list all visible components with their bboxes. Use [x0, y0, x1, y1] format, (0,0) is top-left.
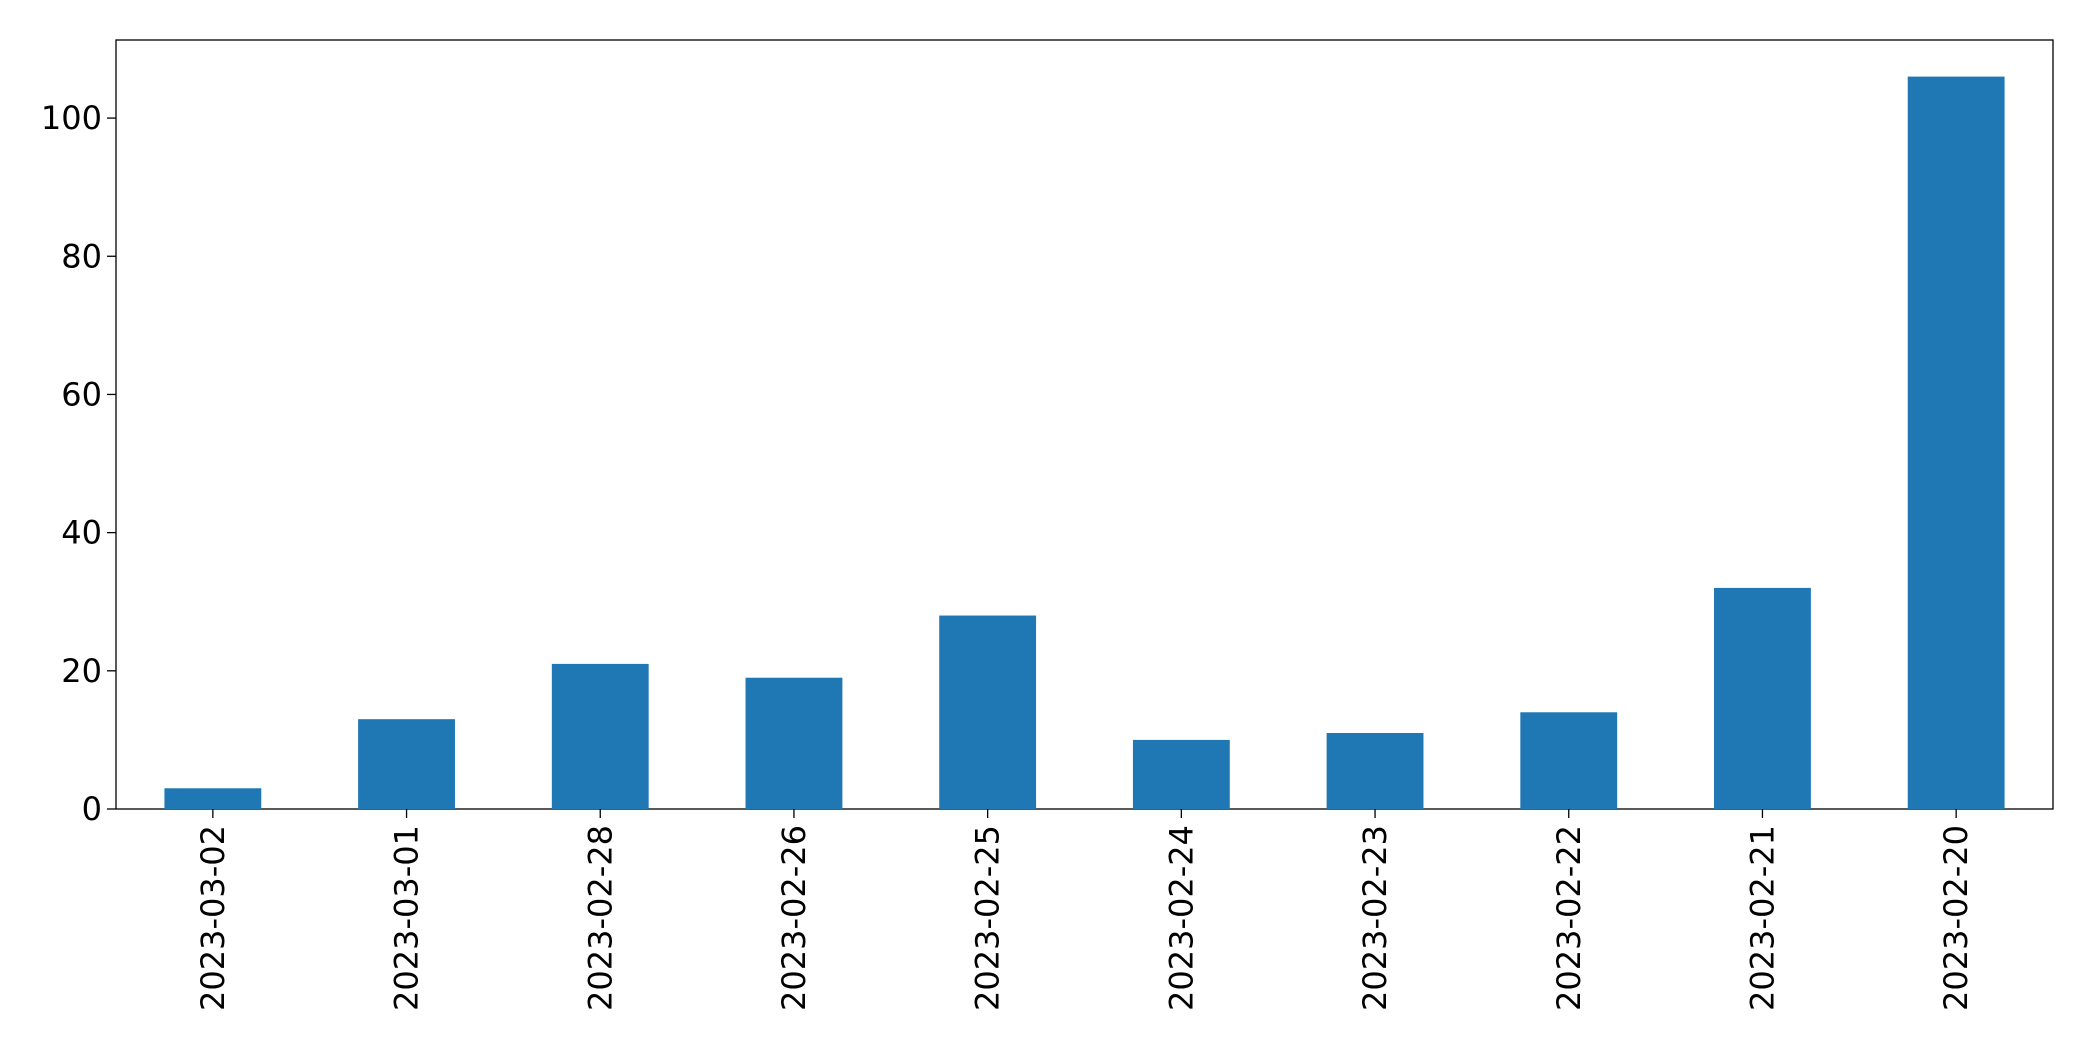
bar: [1907, 76, 2005, 810]
bar: [164, 788, 262, 809]
y-tick-label: 40: [61, 514, 102, 552]
x-tick-label: 2023-02-23: [1356, 825, 1394, 1011]
bar: [1326, 732, 1424, 809]
x-tick-label: 2023-03-02: [194, 825, 232, 1011]
bar: [1520, 712, 1618, 809]
x-tick-label: 2023-02-28: [581, 825, 619, 1011]
x-tick-label: 2023-02-21: [1743, 825, 1781, 1011]
bar: [745, 677, 843, 809]
x-tick-label: 2023-02-24: [1162, 825, 1200, 1011]
bar: [1132, 739, 1230, 809]
y-tick-label: 60: [61, 375, 102, 413]
bar: [551, 663, 649, 809]
x-tick-label: 2023-02-25: [969, 825, 1007, 1011]
y-tick-label: 100: [41, 99, 102, 137]
x-tick-label: 2023-02-22: [1550, 825, 1588, 1011]
y-tick-label: 80: [61, 237, 102, 275]
y-tick-label: 0: [82, 790, 102, 828]
plot-frame: [115, 39, 2054, 810]
bar: [939, 615, 1037, 809]
bar: [358, 719, 455, 809]
x-tick-label: 2023-02-20: [1937, 825, 1975, 1011]
y-tick-label: 20: [61, 652, 102, 690]
x-tick-label: 2023-03-01: [388, 825, 426, 1011]
bar: [1714, 587, 1811, 809]
x-tick-label: 2023-02-26: [775, 825, 813, 1011]
